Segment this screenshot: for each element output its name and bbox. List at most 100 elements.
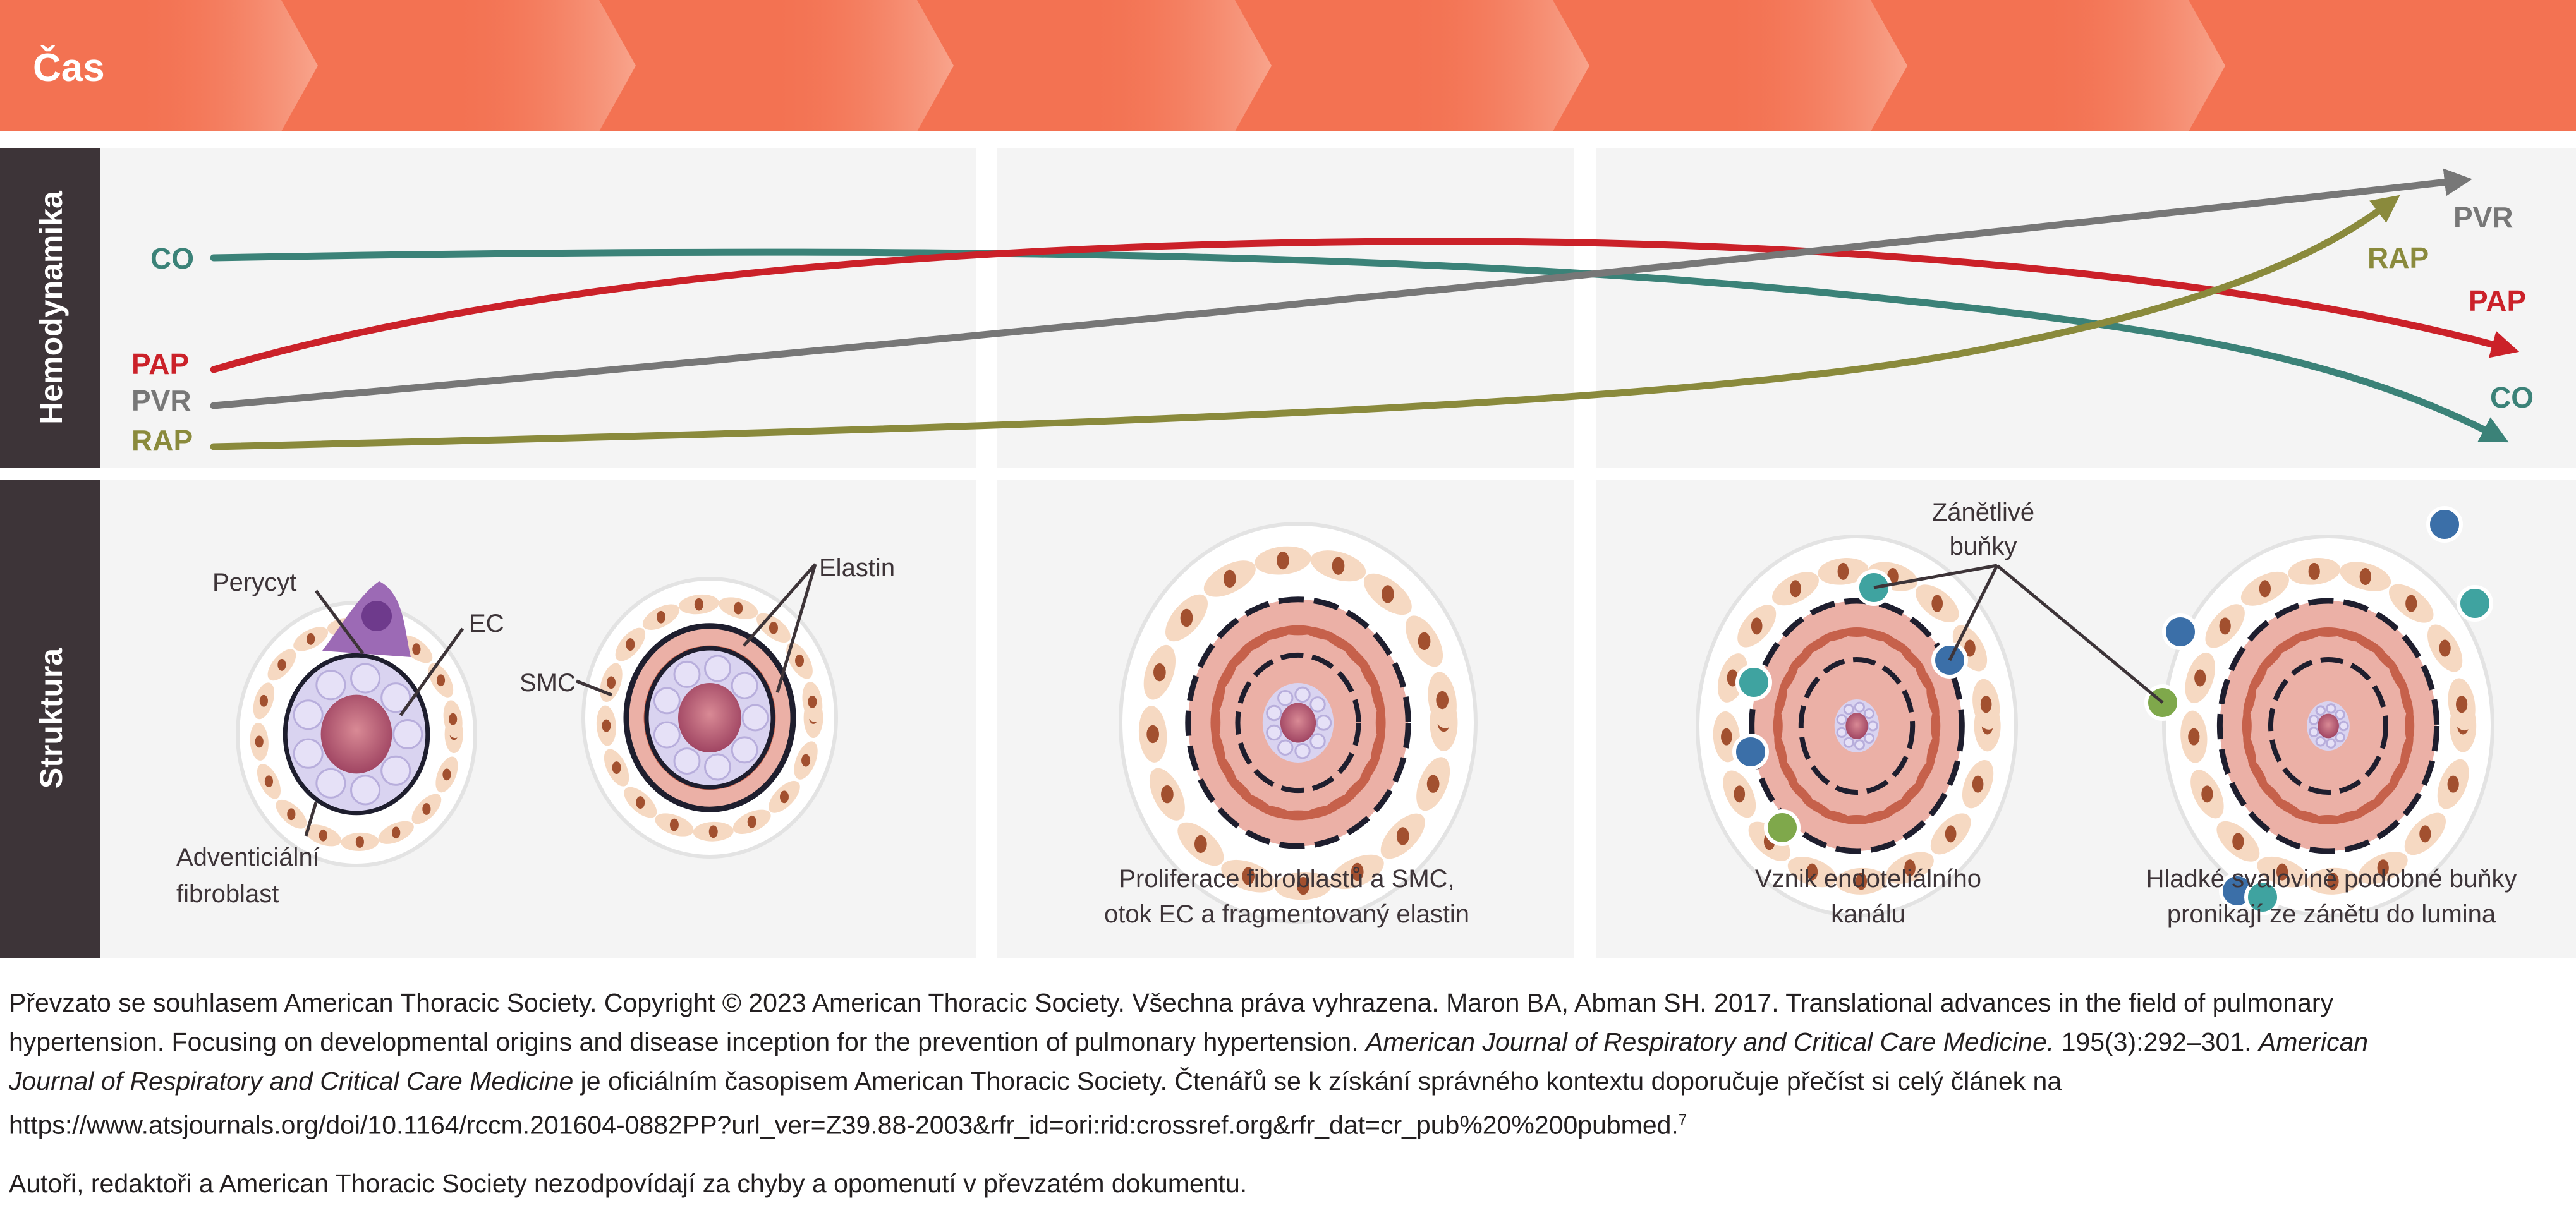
fibroblast-nucleus: [1242, 867, 1255, 885]
endothelial-cell: [293, 699, 324, 730]
inflammatory-label-1: Zánětlivé: [1932, 498, 2034, 526]
fibroblast-nucleus: [1751, 617, 1763, 635]
structure-row: Struktura Perycyt EC Adventiciální fibro…: [0, 480, 2576, 958]
fibroblast-nucleus: [1734, 785, 1746, 803]
fibroblast-nucleus: [2201, 785, 2213, 803]
endothelial-cell: [1294, 686, 1311, 703]
fibroblast-nucleus: [259, 694, 268, 707]
endothelial-cell: [2335, 732, 2345, 743]
fibroblast-nucleus: [747, 815, 756, 828]
endothelial-cell: [1277, 689, 1294, 706]
fibroblast-nucleus: [436, 674, 446, 687]
fibroblast-nucleus: [2188, 728, 2200, 746]
hemo-panel-3: [1596, 148, 2576, 468]
fibroblast-nucleus: [1180, 608, 1193, 627]
stage3b-caption-1: Hladké svalovině podobné buňky: [2146, 865, 2517, 893]
inflammatory-cell: [1764, 809, 1801, 846]
journal-name: American Journal of Respiratory and Crit…: [1366, 1027, 2055, 1056]
external-elastic-lamina: [1749, 598, 1965, 854]
endothelial-cell: [704, 655, 732, 682]
rap-label-left: RAP: [131, 424, 193, 457]
fibroblast-nucleus: [1223, 569, 1236, 588]
vessel-cross-section: [236, 601, 477, 867]
fibroblast-nucleus: [1931, 595, 1943, 612]
vessel-cross-section: [1119, 522, 1478, 924]
endothelial-cell: [1315, 715, 1332, 731]
stage3a-caption-2: kanálu: [1831, 900, 1905, 928]
endothelial-cell: [1854, 701, 1865, 713]
fibroblast-nucleus: [1837, 562, 1849, 580]
endothelial-cell: [704, 753, 732, 781]
caption-url[interactable]: https://www.atsjournals.org/doi/10.1164/…: [9, 1101, 2568, 1145]
caption-text: je oficiálním časopisem American Thoraci…: [573, 1066, 2062, 1096]
fibroblast-nucleus: [355, 836, 364, 848]
structure-row-label: Struktura: [33, 648, 69, 788]
chevron-arrow: [1718, 0, 1907, 131]
stage3a-caption-1: Vznik endoteliálního: [1755, 865, 1981, 893]
endothelial-cell: [380, 682, 411, 713]
external-elastic-lamina: [2216, 598, 2440, 854]
journal-name-start: American: [2258, 1027, 2369, 1056]
smooth-muscle-cell: [2400, 684, 2414, 720]
time-chevrons: [128, 0, 2225, 131]
fibroblast-nucleus: [2456, 696, 2468, 713]
fibroblast-nucleus: [2439, 639, 2451, 657]
endothelial-cell: [653, 721, 681, 749]
time-header: Čas: [0, 0, 2576, 131]
fibroblast-nucleus: [708, 825, 718, 838]
endothelial-cell: [1277, 739, 1294, 756]
endothelial-cell: [2335, 709, 2345, 720]
endothelial-cell: [2315, 705, 2326, 716]
fibroblast-nucleus: [1426, 775, 1440, 793]
adventitial-label-2: fibroblast: [176, 880, 279, 908]
smooth-muscle-cell: [1371, 680, 1385, 718]
pvr-label-right: PVR: [2453, 201, 2513, 234]
fibroblast-nucleus: [694, 598, 703, 611]
external-elastic-lamina: [623, 623, 796, 812]
co-label-left: CO: [150, 242, 194, 275]
pap-label-left: PAP: [131, 347, 189, 380]
fibroblast-nucleus: [2232, 833, 2244, 850]
smooth-muscle-cell: [1926, 684, 1940, 719]
journal-name-end: Journal of Respiratory and Critical Care…: [9, 1066, 574, 1096]
fibroblast-nucleus: [1727, 669, 1739, 687]
fibroblast-nucleus: [2276, 863, 2288, 881]
pap-label-right: PAP: [2469, 284, 2526, 317]
endothelial-cell: [1309, 733, 1326, 749]
fibroblast-nucleus: [1396, 827, 1409, 845]
fibroblast-nucleus: [734, 601, 743, 615]
fibroblast-nucleus: [801, 754, 811, 767]
endothelial-cell: [1836, 714, 1847, 725]
caption-citation: 195(3):292–301.: [2054, 1027, 2259, 1056]
inflammatory-cell: [2162, 613, 2199, 650]
fibroblast-nucleus: [612, 761, 621, 774]
fibroblast-nucleus: [412, 643, 421, 655]
inflammatory-cell: [1732, 734, 1769, 770]
reference-number: 7: [1678, 1111, 1687, 1128]
endothelial-cell: [673, 747, 701, 775]
source-caption: Převzato se souhlasem American Thoracic …: [9, 983, 2568, 1203]
vessel-cross-section: [581, 577, 838, 859]
fibroblast-nucleus: [779, 790, 789, 804]
inflammatory-cell: [2457, 585, 2493, 622]
stage3b-caption-2: pronikají ze zánětu do lumina: [2167, 900, 2496, 928]
chevron-arrow: [128, 0, 318, 131]
leader-lines: [304, 563, 2164, 837]
fibroblast-nucleus: [808, 695, 817, 708]
fibroblast-nucleus: [2419, 825, 2431, 843]
stage2-caption-2: otok EC a fragmentovaný elastin: [1104, 900, 1469, 928]
caption-line-1: Převzato se souhlasem American Thoracic …: [9, 988, 2334, 1017]
endothelial-cell: [731, 736, 758, 764]
vessel-lumen: [2318, 713, 2339, 739]
fibroblast-nucleus: [422, 803, 431, 815]
adventitial-label-1: Adventiciální: [176, 843, 320, 871]
disclaimer: Autoři, redaktoři a American Thoracic So…: [9, 1168, 1248, 1198]
url-text[interactable]: https://www.atsjournals.org/doi/10.1164/…: [9, 1110, 1679, 1140]
fibroblast-nucleus: [287, 808, 296, 821]
fibroblast-nucleus: [669, 818, 679, 831]
fibroblast-nucleus: [1351, 862, 1364, 881]
fibroblast-nucleus: [1277, 551, 1289, 570]
inflammatory-cell: [2426, 506, 2463, 543]
chevron-arrow: [764, 0, 954, 131]
endothelial-cell: [1836, 727, 1847, 738]
